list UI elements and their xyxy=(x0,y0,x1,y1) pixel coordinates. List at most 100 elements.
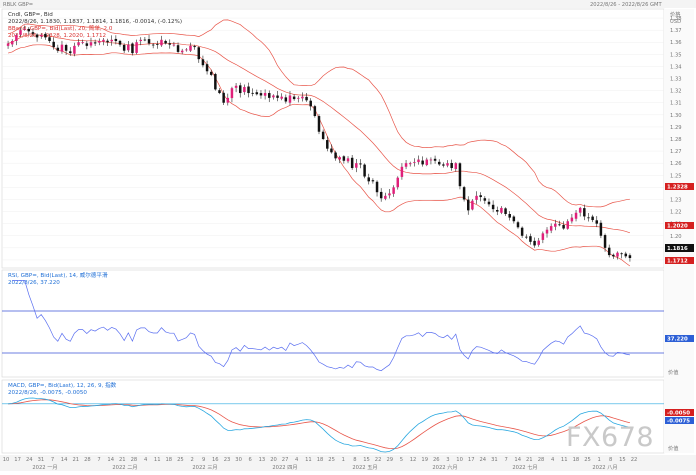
candle xyxy=(458,162,462,190)
candle-body xyxy=(334,152,337,159)
candle-body xyxy=(491,204,495,210)
price-pane[interactable] xyxy=(1,8,665,269)
candle xyxy=(317,114,321,135)
x-day-label: 4 xyxy=(551,457,555,463)
price-tick-label: 1.34 xyxy=(670,64,682,70)
candle xyxy=(400,163,404,180)
bband-upper-line xyxy=(8,19,630,208)
candle-body xyxy=(504,208,507,214)
candle-body xyxy=(442,164,445,166)
candle xyxy=(172,41,176,47)
candle xyxy=(363,163,366,179)
candle-body xyxy=(176,45,180,52)
candle-body xyxy=(197,47,201,60)
candle xyxy=(27,27,31,35)
candle xyxy=(263,89,267,100)
candle-body xyxy=(533,240,536,246)
x-day-label: 8 xyxy=(609,457,612,463)
band-middle-tag: 1.2020 xyxy=(665,222,694,230)
candle xyxy=(48,33,51,44)
x-day-label: 27 xyxy=(282,457,289,463)
candle-body xyxy=(147,39,151,44)
x-day-label: 6 xyxy=(249,457,252,463)
x-axis-strip xyxy=(0,455,696,471)
candle-body xyxy=(247,86,250,94)
candle-body xyxy=(39,34,43,37)
x-month-label: 2022 三月 xyxy=(192,464,217,471)
candle-body xyxy=(205,64,209,72)
candle xyxy=(6,40,10,49)
rsi-series xyxy=(2,280,664,372)
candle-body xyxy=(305,96,308,101)
candle xyxy=(562,221,565,230)
candle-body xyxy=(234,85,238,88)
candle-body xyxy=(599,222,603,236)
candle-body xyxy=(218,90,221,94)
rsi-legend-2: 2022/8/26, 37.220 xyxy=(8,280,60,286)
x-day-label: 4 xyxy=(295,457,299,463)
candle-body xyxy=(520,227,524,236)
candle-body xyxy=(73,45,76,54)
candle xyxy=(529,233,532,245)
candle-body xyxy=(525,236,528,238)
candle xyxy=(566,219,569,230)
candle-body xyxy=(628,255,632,259)
candle xyxy=(255,89,259,96)
candle-body xyxy=(496,210,499,212)
x-day-label: 16 xyxy=(212,457,219,463)
candle xyxy=(558,220,561,227)
candle-body xyxy=(624,253,628,257)
candle xyxy=(512,215,516,224)
candle-body xyxy=(467,199,470,211)
candle-body xyxy=(562,224,565,229)
candle xyxy=(52,37,55,50)
x-month-label: 2022 四月 xyxy=(272,464,297,471)
candle xyxy=(413,158,416,167)
candle xyxy=(591,214,594,223)
candle xyxy=(433,155,437,164)
candle-body xyxy=(570,217,574,222)
x-day-label: 23 xyxy=(224,457,231,463)
candle-body xyxy=(549,226,553,231)
candle-body xyxy=(102,39,105,42)
x-day-label: 30 xyxy=(235,457,242,463)
candle-body xyxy=(110,39,113,42)
x-day-label: 1 xyxy=(597,457,600,463)
x-day-label: 19 xyxy=(421,457,428,463)
y-axis-strip xyxy=(664,9,694,453)
price-axis-unit: USD xyxy=(670,19,681,25)
candle-body xyxy=(52,41,55,48)
candle-body xyxy=(255,92,259,95)
price-legend-1: Cndl, GBP=, Bid xyxy=(8,12,53,18)
candle-body xyxy=(388,193,391,196)
candle xyxy=(408,161,412,167)
candle xyxy=(56,44,60,53)
candle xyxy=(384,192,387,201)
candle-body xyxy=(259,93,263,96)
candle xyxy=(578,206,582,217)
candle xyxy=(85,40,89,50)
candle xyxy=(259,90,263,99)
rsi-pane[interactable] xyxy=(1,269,665,378)
candle-body xyxy=(537,240,540,245)
price-tick-label: 1.30 xyxy=(670,113,682,119)
x-month-label: 2022 二月 xyxy=(112,464,137,471)
candle-body xyxy=(10,41,14,45)
candle-body xyxy=(44,33,47,38)
candle-body xyxy=(313,106,317,117)
candle-body xyxy=(180,50,184,53)
candle xyxy=(475,191,478,204)
x-day-label: 21 xyxy=(526,457,533,463)
candle xyxy=(168,39,171,49)
x-axis: 10 17 24 31 7 14 21 28 7 14 21 28 4 11 18 25 2 9 16 23 30 6 13… xyxy=(3,457,638,471)
x-day-label: 9 xyxy=(202,457,205,463)
macd-pane[interactable] xyxy=(1,379,665,454)
x-day-label: 7 xyxy=(504,457,507,463)
candle xyxy=(164,39,167,45)
x-day-label: 17 xyxy=(468,457,475,463)
candle-body xyxy=(135,42,138,53)
candle-body xyxy=(243,86,246,93)
candle-body xyxy=(607,247,611,256)
candle xyxy=(73,42,76,57)
